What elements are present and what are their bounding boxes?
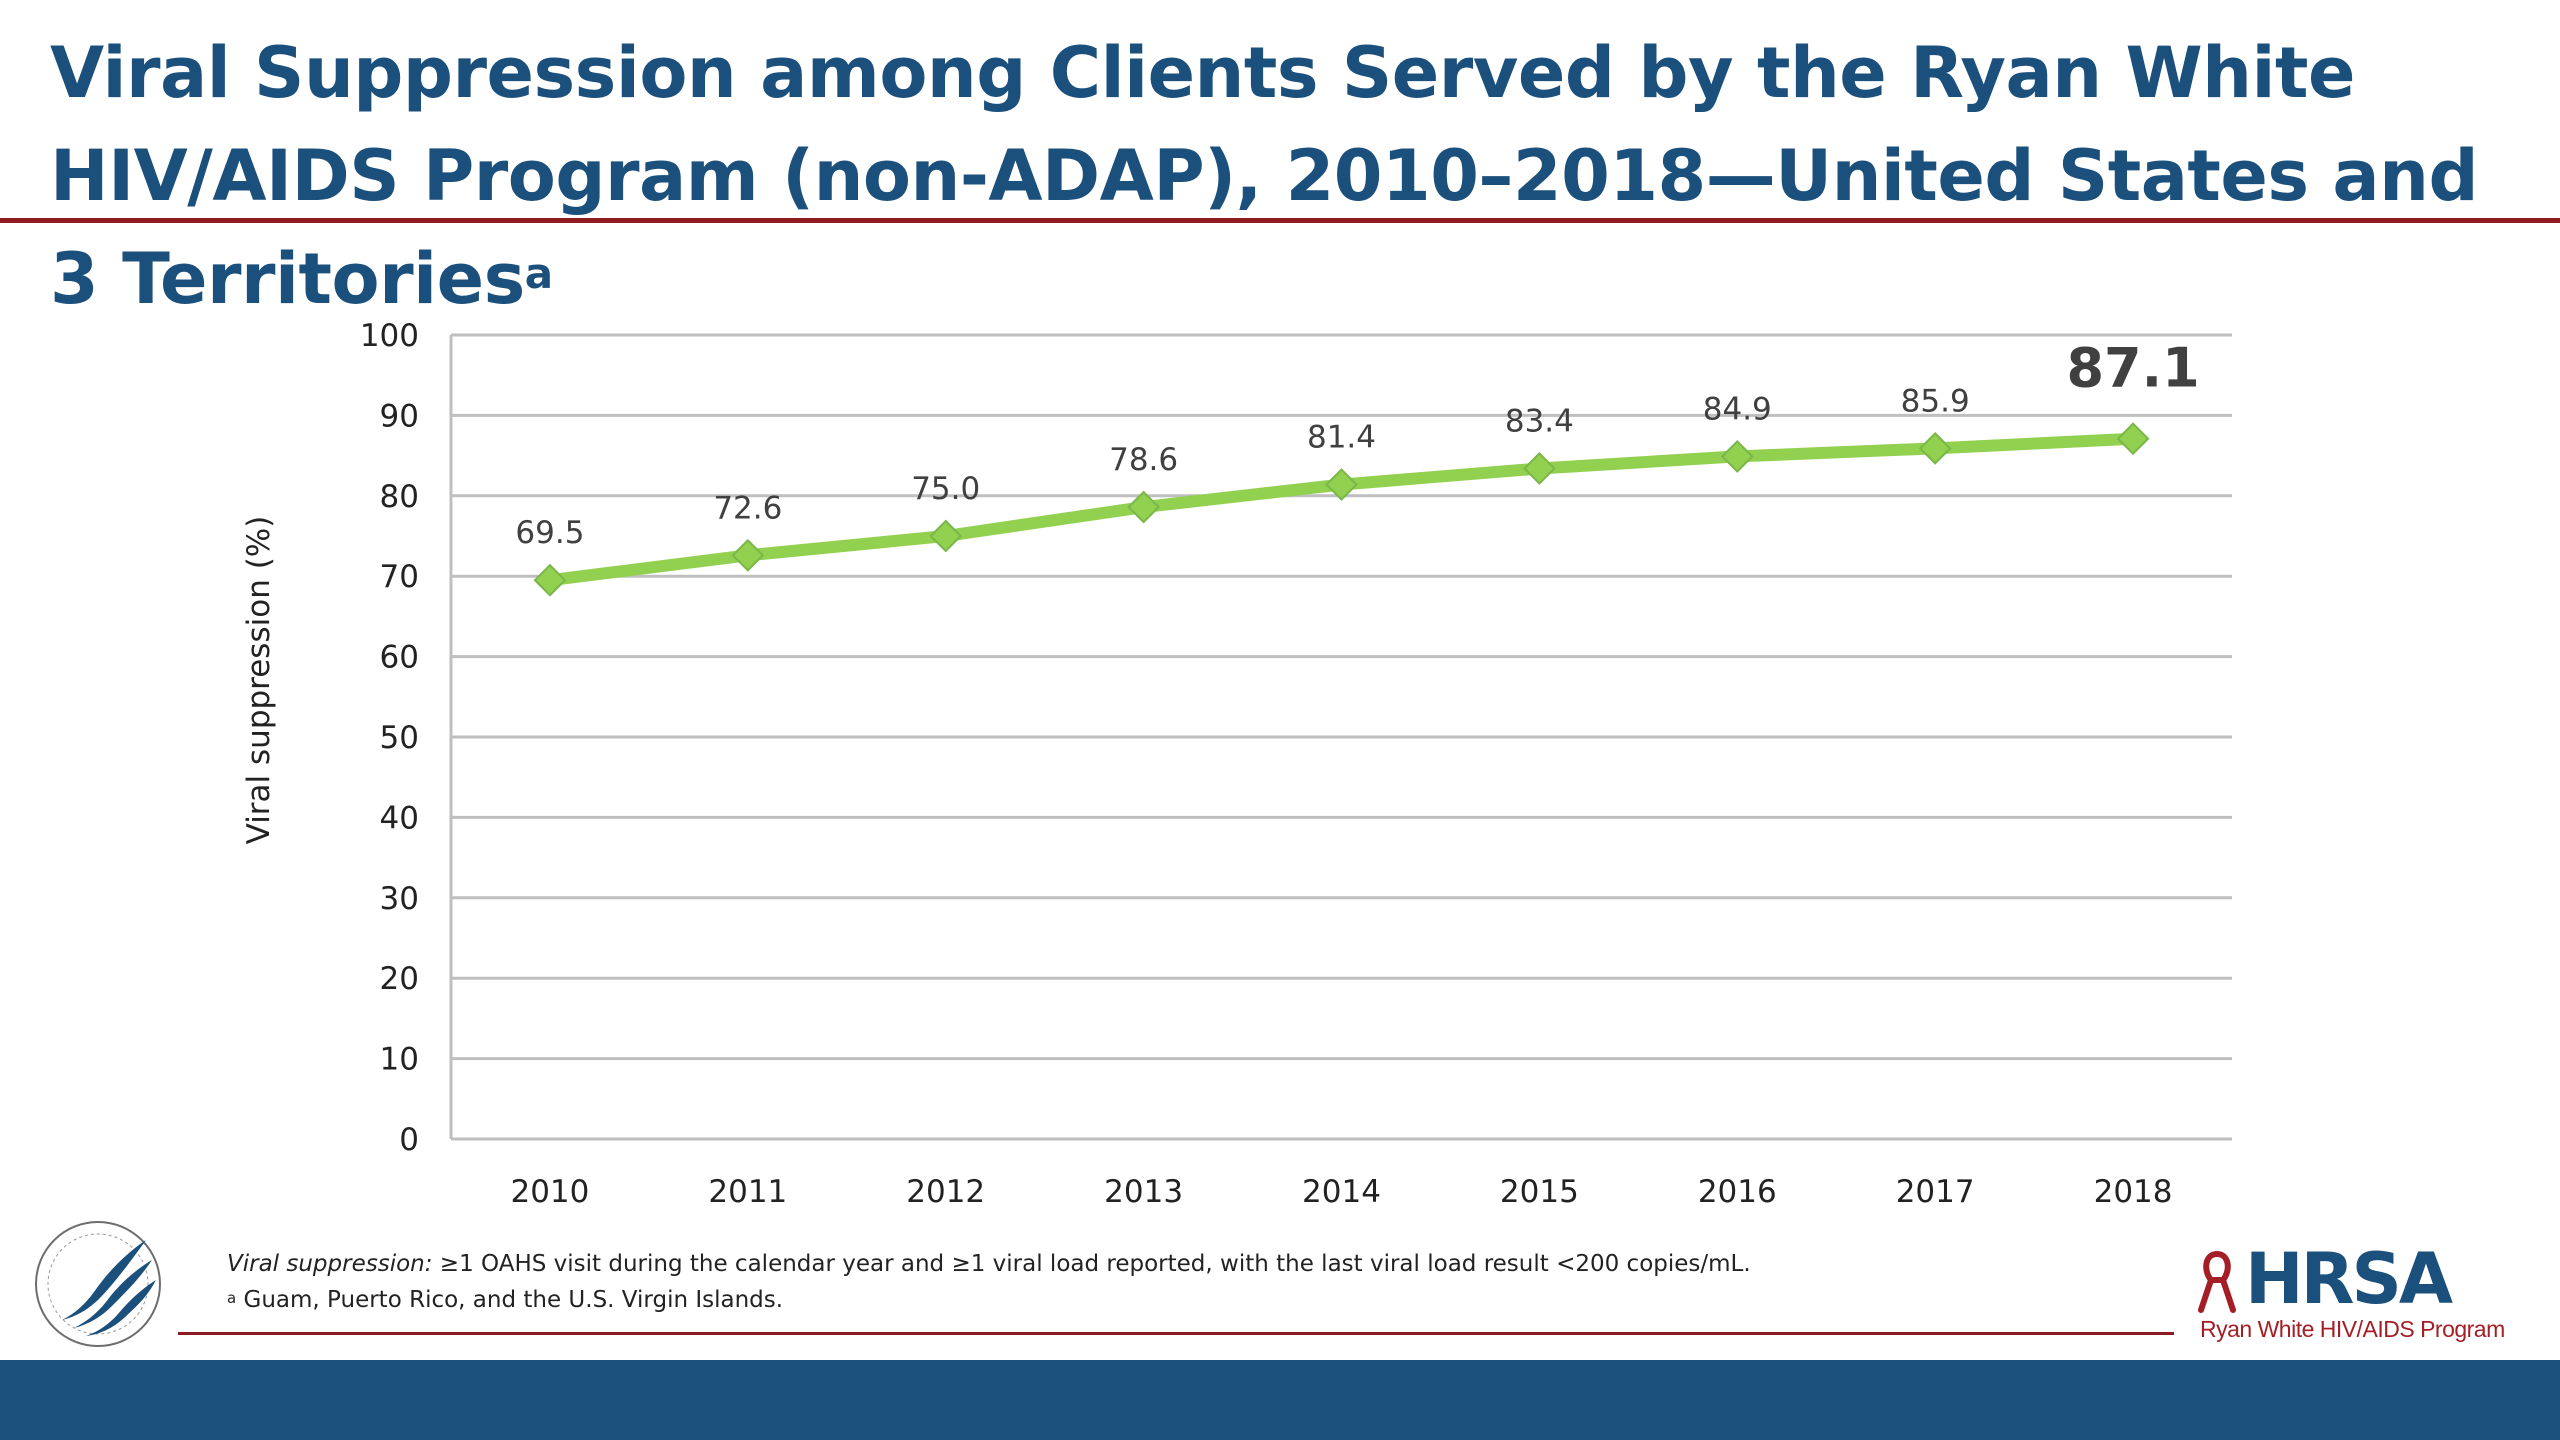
footnote-definition: Viral suppression: ≥1 OAHS visit during … — [227, 1246, 2127, 1282]
data-point-marker — [1325, 468, 1358, 501]
x-tick-label: 2014 — [1302, 1174, 1381, 1210]
footnote-marker: a — [227, 1289, 237, 1307]
x-tick-label: 2012 — [906, 1174, 985, 1210]
data-point-marker — [1127, 490, 1161, 524]
y-tick-label: 10 — [380, 1042, 419, 1078]
footnote-term: Viral suppression: — [227, 1251, 433, 1277]
data-point-marker — [731, 538, 765, 572]
data-label: 69.5 — [515, 515, 584, 551]
gridlines — [449, 333, 2232, 1141]
footer-divider — [178, 1332, 2174, 1335]
slide-title-text: Viral Suppression among Clients Served b… — [50, 32, 2479, 320]
data-point-marker — [929, 519, 963, 553]
data-label: 84.9 — [1703, 391, 1772, 427]
x-tick-label: 2018 — [2094, 1174, 2173, 1210]
y-tick-label: 100 — [360, 318, 419, 354]
y-axis-title: Viral suppression (%) — [241, 516, 277, 845]
hhs-seal-icon — [35, 1221, 161, 1347]
footer-bar — [0, 1360, 2560, 1440]
data-label: 85.9 — [1901, 383, 1970, 419]
title-footnote-marker: a — [524, 249, 553, 298]
x-tick-label: 2017 — [1896, 1174, 1975, 1210]
x-tick-label: 2016 — [1698, 1174, 1777, 1210]
data-label: 72.6 — [713, 490, 782, 526]
x-tick-label: 2011 — [708, 1174, 787, 1210]
data-label: 83.4 — [1505, 403, 1574, 439]
hrsa-ribbon-icon — [2198, 1251, 2236, 1313]
x-tick-label: 2010 — [510, 1174, 589, 1210]
footnotes: Viral suppression: ≥1 OAHS visit during … — [227, 1246, 2127, 1318]
data-labels: 69.5 72.6 75.0 78.6 81.4 83.4 84.9 85.9 87.1 — [515, 337, 2199, 552]
y-tick-label: 30 — [380, 881, 419, 917]
hrsa-wordmark: HRSA — [2245, 1238, 2453, 1320]
series-viral-suppression — [543, 432, 2140, 587]
y-tick-label: 70 — [380, 559, 419, 595]
data-label: 75.0 — [911, 471, 980, 507]
footnote-territories: a Guam, Puerto Rico, and the U.S. Virgin… — [227, 1282, 2127, 1318]
y-tick-label: 20 — [380, 961, 419, 997]
data-label: 78.6 — [1109, 442, 1178, 478]
series-line — [543, 432, 2140, 587]
data-label: 87.1 — [2066, 337, 2199, 400]
series-markers — [533, 422, 2150, 597]
data-point-marker — [533, 563, 567, 597]
data-point-marker — [1720, 439, 1754, 473]
y-tick-label: 60 — [380, 640, 419, 676]
y-tick-label: 40 — [380, 800, 419, 836]
hrsa-tagline: Ryan White HIV/AIDS Program — [2200, 1316, 2505, 1342]
y-tick-label: 90 — [380, 398, 419, 434]
slide-title: Viral Suppression among Clients Served b… — [50, 22, 2510, 331]
y-axis-ticks: 0 10 20 30 40 50 60 70 80 90 100 — [360, 318, 419, 1158]
footnote-definition-text: ≥1 OAHS visit during the calendar year a… — [432, 1251, 1751, 1277]
x-axis-ticks: 2010 2011 2012 2013 2014 2015 2016 2017 2018 — [510, 1174, 2172, 1210]
title-divider — [0, 218, 2560, 223]
y-tick-label: 50 — [380, 720, 419, 756]
y-tick-label: 0 — [399, 1122, 419, 1158]
footnote-territories-text: Guam, Puerto Rico, and the U.S. Virgin I… — [236, 1287, 784, 1313]
data-label: 81.4 — [1307, 420, 1376, 456]
data-point-marker — [2116, 422, 2150, 456]
data-point-marker — [1918, 431, 1952, 465]
data-point-marker — [1522, 452, 1556, 485]
x-tick-label: 2013 — [1104, 1174, 1183, 1210]
y-tick-label: 80 — [380, 479, 419, 515]
x-tick-label: 2015 — [1500, 1174, 1579, 1210]
